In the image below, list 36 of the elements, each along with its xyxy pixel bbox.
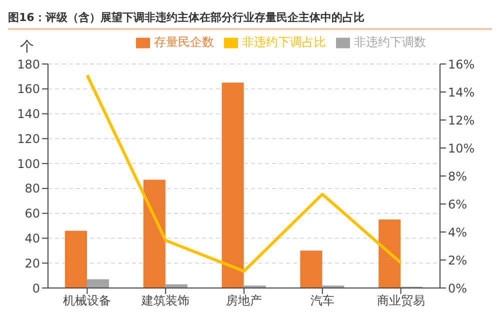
y2-tick-label: 8% [448, 169, 468, 184]
y2-tick-label: 0% [448, 281, 468, 296]
y-tick-label: 40 [24, 231, 40, 246]
y2-tick-label: 4% [448, 225, 468, 240]
y2-tick-label: 16% [448, 57, 475, 72]
y-tick-label: 180 [17, 57, 40, 72]
x-tick-label: 房地产 [226, 294, 262, 308]
x-tick-label: 建筑装饰 [140, 294, 190, 308]
y2-tick-label: 10% [448, 141, 475, 156]
line-series [86, 74, 402, 273]
x-tick-label: 机械设备 [63, 294, 112, 308]
y-tick-label: 0 [32, 281, 40, 296]
bar [87, 279, 109, 288]
y-tick-label: 100 [17, 156, 40, 171]
y-tick-label: 60 [24, 206, 40, 221]
y-tick-label: 160 [17, 82, 40, 96]
y-tick-label: 140 [17, 107, 40, 122]
y-tick-label: 20 [24, 256, 40, 270]
bar [378, 220, 401, 288]
bar [300, 250, 322, 288]
y-axis-title: 个 [20, 38, 34, 56]
x-tick-label: 商业贸易 [376, 294, 425, 308]
bar [222, 82, 244, 288]
legend-label: 非违约下调数 [354, 35, 426, 49]
bar [65, 230, 87, 288]
y-tick-label: 80 [24, 182, 40, 196]
bar [143, 180, 166, 288]
legend-label: 非违约下调占比 [242, 35, 326, 49]
y2-tick-label: 2% [448, 253, 468, 268]
y2-tick-label: 14% [448, 85, 475, 100]
y2-tick-label: 12% [448, 113, 475, 128]
legend-label: 存量民企数 [154, 35, 214, 49]
chart-title: 图16：评级（含）展望下调非违约主体在部分行业存量民企主体中的占比 [8, 8, 492, 30]
y-tick-label: 120 [17, 132, 40, 146]
x-tick-label: 汽车 [310, 294, 334, 308]
y2-tick-label: 6% [448, 197, 468, 212]
